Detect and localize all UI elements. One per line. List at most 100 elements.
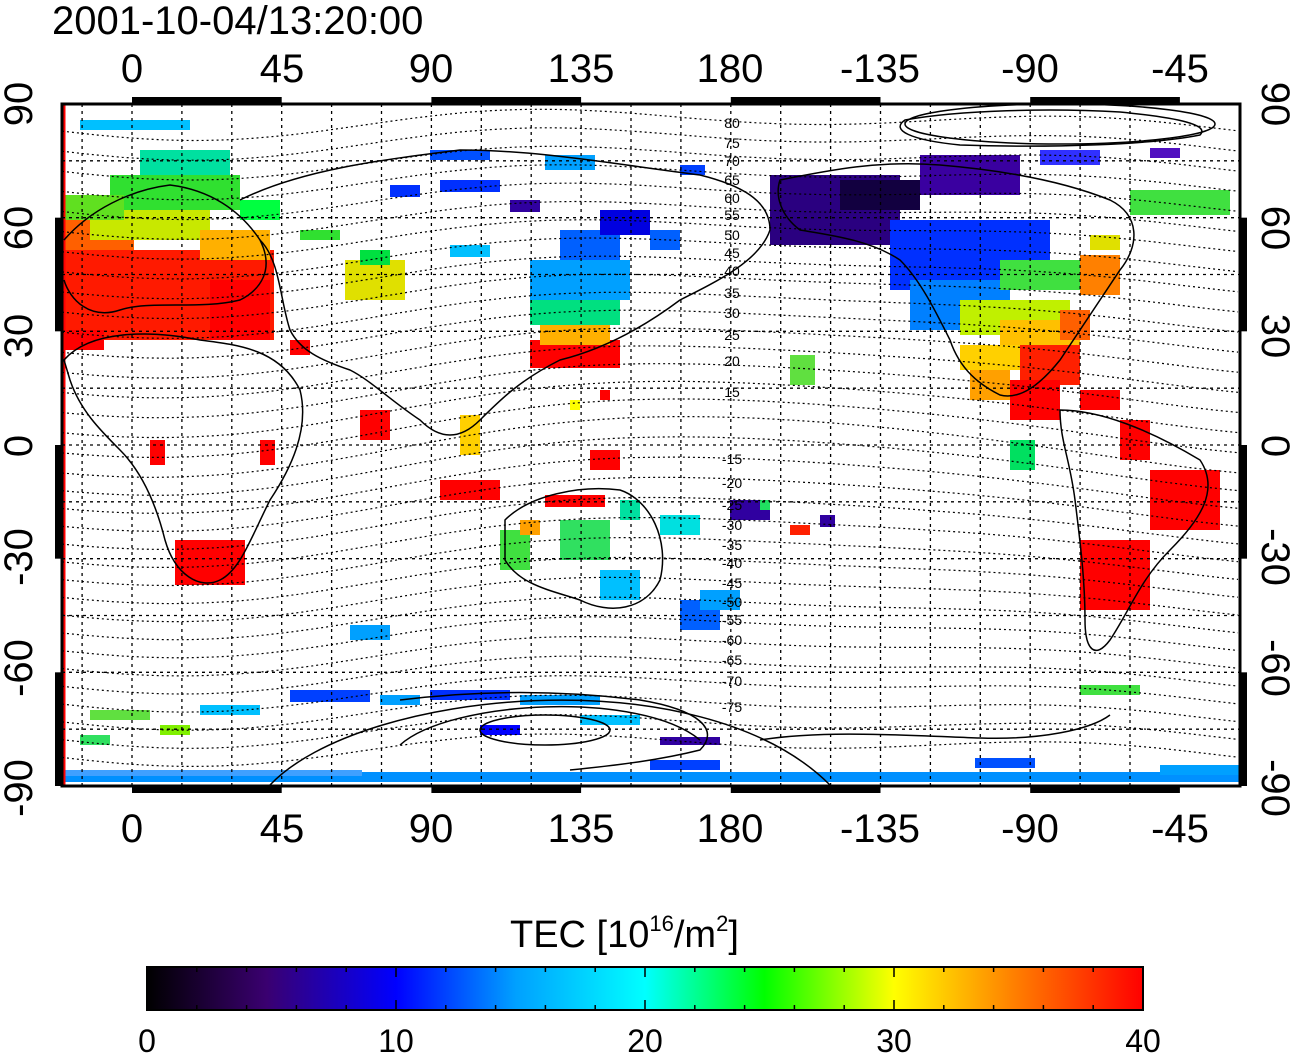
contour-label: -60: [722, 632, 742, 648]
lat-tick-label: 30: [1253, 314, 1292, 359]
contour-line: [62, 345, 1239, 399]
contour-label: 35: [724, 285, 740, 301]
contour-label: 20: [724, 353, 740, 369]
contour-label: 45: [724, 245, 740, 261]
frame-tick: [55, 445, 61, 559]
frame-tick: [1241, 445, 1247, 559]
contour-line: [62, 537, 1239, 587]
contour-label: -40: [722, 555, 742, 571]
frame-tick: [55, 217, 61, 332]
lon-tick-label: 45: [260, 807, 305, 851]
contour-line: [62, 127, 1239, 161]
contour-line: [62, 219, 1239, 260]
frame-tick: [431, 97, 582, 103]
contour-line: [62, 145, 1239, 181]
colorbar-label: TEC [1016/m2]: [510, 911, 739, 956]
contour-label: 80: [724, 115, 740, 131]
contour-label: 60: [724, 190, 740, 206]
colorbar-tick-label: 20: [627, 1023, 663, 1057]
frame-tick: [1241, 217, 1247, 332]
contour-line: [62, 556, 1239, 605]
contour-label: 50: [724, 227, 740, 243]
contour-line: [62, 476, 1239, 532]
lat-tick-label: 0: [1253, 435, 1292, 457]
lat-tick-label: 30: [0, 314, 41, 359]
colorbar-tick-label: 10: [378, 1023, 414, 1057]
contour-line: [62, 576, 1239, 623]
contour-line: [62, 436, 1239, 496]
colorbar: TEC [1016/m2] 0 10 20 30 40: [138, 911, 1161, 1057]
contour-line: [62, 398, 1239, 458]
contour-line: [62, 655, 1239, 695]
map-grid: [62, 104, 1240, 786]
frame-tick: [730, 787, 881, 793]
contour-line: [62, 694, 1239, 731]
contour-label: -70: [722, 673, 742, 689]
lat-tick-label: 90: [0, 82, 41, 127]
lon-tick-label: -45: [1151, 47, 1209, 91]
lat-tick-label: -90: [1253, 759, 1292, 817]
contour-line: [62, 200, 1239, 240]
lon-tick-label: 180: [697, 47, 764, 91]
lat-tick-label: 90: [1253, 82, 1292, 127]
frame-tick: [730, 97, 881, 103]
contour-label: -55: [722, 612, 742, 628]
lon-tick-label: 180: [697, 807, 764, 851]
contour-label: -15: [722, 451, 742, 467]
contour-line: [62, 733, 1239, 767]
contour-label: -35: [722, 537, 742, 553]
lat-tick-label: -30: [0, 528, 41, 586]
lon-tick-label: 90: [409, 47, 454, 91]
contour-line: [62, 496, 1239, 550]
tec-data-cells: [62, 104, 1240, 786]
top-lon-labels: 0 45 90 135 180 -135 -90 -45: [121, 47, 1209, 91]
lon-tick-label: -45: [1151, 807, 1209, 851]
contour-line: [62, 596, 1239, 641]
colorbar-tick-label: 40: [1125, 1023, 1161, 1057]
map-title: 2001-10-04/13:20:00: [52, 0, 423, 43]
contour-line: [62, 108, 1239, 142]
contour-line: [62, 327, 1239, 379]
contour-line: [62, 309, 1239, 359]
contour-line: [62, 380, 1239, 439]
contour-label: 70: [724, 153, 740, 169]
contour-label: -25: [722, 497, 742, 513]
bottom-lon-labels: 0 45 90 135 180 -135 -90 -45: [121, 807, 1209, 851]
contour-line: [62, 616, 1239, 659]
colorbar-tick-label: 30: [876, 1023, 912, 1057]
contour-line: [62, 291, 1239, 339]
lon-tick-label: 0: [121, 807, 143, 851]
contour-label: 40: [724, 263, 740, 279]
lon-tick-label: 135: [548, 47, 615, 91]
contour-line: [62, 517, 1239, 568]
contour-line: [62, 456, 1239, 514]
lon-tick-label: 45: [260, 47, 305, 91]
frame-tick: [132, 97, 282, 103]
left-lat-labels: 90 60 30 0 -30 -60 -90: [0, 82, 41, 817]
lon-tick-label: -135: [840, 47, 920, 91]
lon-tick-label: -135: [840, 807, 920, 851]
frame-tick: [132, 787, 282, 793]
lat-tick-label: -60: [0, 639, 41, 697]
colorbar-ticks: [146, 967, 1144, 1010]
lat-tick-label: 60: [1253, 206, 1292, 251]
contour-line: [62, 675, 1239, 713]
contour-label: -75: [722, 699, 742, 715]
lat-tick-label: -30: [1253, 528, 1292, 586]
contour-line: [62, 255, 1239, 300]
lat-tick-label: 0: [0, 435, 41, 457]
map-frame: [55, 97, 1247, 793]
contour-line: [62, 416, 1239, 478]
contour-line: [62, 164, 1239, 201]
frame-tick: [1030, 787, 1180, 793]
contour-label: 30: [724, 305, 740, 321]
frame-tick: [431, 787, 582, 793]
contour-label: -20: [722, 475, 742, 491]
contour-label: -50: [722, 594, 742, 610]
lon-tick-label: -90: [1001, 47, 1059, 91]
right-lat-labels: 90 60 30 0 -30 -60 -90: [1253, 82, 1292, 817]
map-plot-area: [62, 104, 1240, 786]
contour-line: [62, 363, 1239, 419]
